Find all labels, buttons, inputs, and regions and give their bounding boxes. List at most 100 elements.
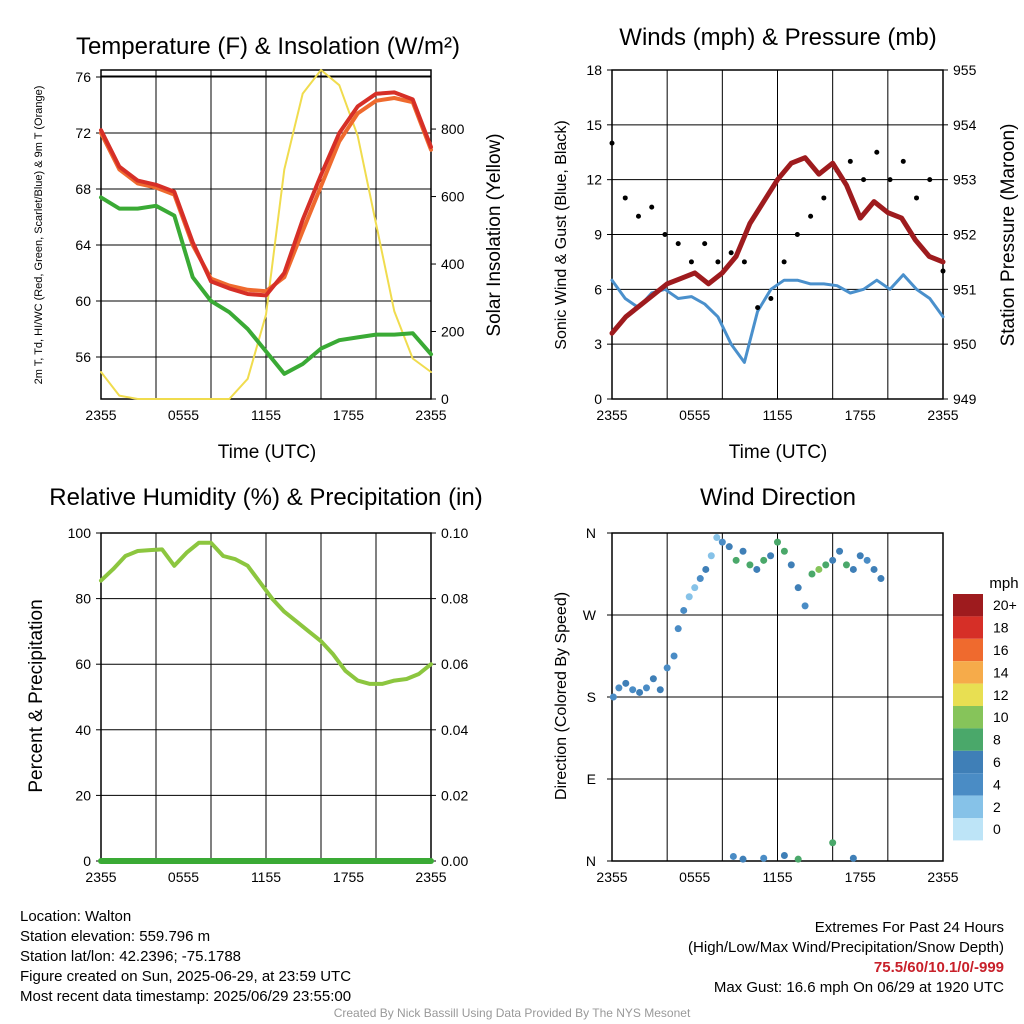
humidity-y2tick-label: 0.04 — [441, 722, 468, 738]
direction-point — [696, 575, 704, 583]
elevation-text: Station elevation: 559.796 m — [20, 928, 211, 945]
humidity-ytick-label: 20 — [75, 787, 91, 803]
humidity-panel: 2355 0555 1155 1755 23550204060801000.000.02… — [68, 525, 469, 885]
direction-ytick-label: S — [587, 689, 596, 705]
winds-ytick-label: 6 — [594, 281, 602, 297]
temperature-ytick-label: 72 — [75, 125, 91, 141]
direction-point — [609, 693, 617, 701]
direction-point — [787, 561, 795, 569]
direction-ytick-label: N — [586, 525, 596, 541]
station-info: Location: Walton Station elevation: 559.… — [20, 907, 351, 1007]
location-text: Location: Walton — [20, 908, 132, 925]
winds-xtick-label: 2355 — [596, 407, 627, 423]
legend-label: 2 — [993, 799, 1001, 815]
direction-point — [685, 593, 693, 601]
speed-legend: 20+ 18 16 14 12 10 8 6 4 2 0 — [953, 594, 1017, 841]
temperature-panel-title: Temperature (F) & Insolation (W/m²) — [76, 33, 460, 60]
direction-point — [739, 855, 747, 863]
gust-point — [887, 177, 893, 183]
temperature-ytick-label: 56 — [75, 349, 91, 365]
pressure-line — [609, 155, 946, 336]
gust-point — [688, 259, 694, 265]
temperature-xtick-label: 0555 — [168, 407, 199, 423]
humidity-ytick-label: 100 — [68, 525, 92, 541]
temperature-xtick-label: 1155 — [251, 407, 281, 423]
direction-point — [842, 561, 850, 569]
direction-point — [815, 565, 823, 573]
winds-xtick-label: 1755 — [845, 407, 876, 423]
winds-xtick-label: 0555 — [679, 407, 710, 423]
temperature-y2tick-label: 0 — [441, 391, 449, 407]
direction-point — [746, 561, 754, 569]
temperature-y2tick-label: 800 — [441, 121, 465, 137]
gust-point — [675, 241, 681, 247]
direction-point — [863, 556, 871, 564]
legend-swatch — [953, 661, 983, 684]
temp-9m-line — [99, 96, 433, 294]
winds-ylabel-left: Sonic Wind & Gust (Blue, Black) — [553, 120, 570, 349]
temperature-ylabel-left: 2m T, Td, HI/WC (Red, Green, Scarlet/Blu… — [33, 86, 45, 385]
gust-point — [781, 259, 787, 265]
temperature-ytick-label: 76 — [75, 69, 91, 85]
extremes-values: 75.5/60/10.1/0/-999 — [873, 959, 1004, 976]
dewpoint-line — [99, 195, 433, 376]
direction-point — [702, 565, 710, 573]
direction-point — [801, 602, 809, 610]
direction-point — [629, 686, 637, 694]
humidity-xtick-label: 1755 — [333, 869, 364, 885]
direction-xtick-label: 2355 — [927, 869, 958, 885]
direction-xtick-label: 0555 — [679, 869, 710, 885]
direction-point — [774, 538, 781, 546]
extremes-info: Extremes For Past 24 Hours (High/Low/Max… — [688, 918, 1004, 998]
legend-label: 0 — [993, 821, 1001, 837]
winds-xlabel: Time (UTC) — [729, 442, 828, 463]
direction-ytick-label: N — [586, 853, 596, 869]
direction-point — [729, 852, 737, 860]
humidity-y2tick-label: 0.02 — [441, 787, 468, 803]
temp-2m-line — [99, 90, 433, 298]
gust-point — [609, 140, 615, 146]
direction-point — [780, 547, 788, 555]
direction-point — [794, 855, 802, 863]
created-text: Figure created on Sun, 2025-06-29, at 23… — [20, 968, 352, 985]
direction-point — [663, 664, 671, 672]
humidity-ylabel: Percent & Precipitation — [26, 599, 47, 792]
direction-point — [739, 547, 747, 555]
humidity-y2tick-label: 0.06 — [441, 656, 468, 672]
humidity-ytick-label: 0 — [83, 853, 91, 869]
direction-ylabel: Direction (Colored By Speed) — [553, 592, 570, 800]
extremes-subtitle: (High/Low/Max Wind/Precipitation/Snow De… — [688, 939, 1004, 956]
legend-label: 20+ — [993, 597, 1017, 613]
gust-point — [821, 195, 827, 201]
temperature-ytick-label: 60 — [75, 293, 91, 309]
direction-point — [707, 552, 715, 560]
winds-ytick-label: 12 — [586, 172, 602, 188]
legend-swatch — [953, 795, 983, 818]
winds-ytick-label: 3 — [594, 336, 602, 352]
winds-ytick-label: 0 — [594, 391, 602, 407]
temperature-ylabel-right: Solar Insolation (Yellow) — [484, 133, 505, 336]
gust-point — [635, 213, 641, 219]
gust-point — [927, 177, 933, 183]
legend-label: 18 — [993, 620, 1009, 636]
temperature-panel: 2355 0555 1155 1755 2355 56 60 64 68 72 76 0 200 400 6… — [75, 69, 464, 423]
direction-point — [680, 606, 688, 614]
gust-point — [874, 149, 880, 155]
temperature-y2tick-label: 200 — [441, 324, 465, 340]
direction-point — [836, 547, 844, 555]
direction-xtick-label: 2355 — [596, 869, 627, 885]
temperature-xtick-label: 2355 — [85, 407, 116, 423]
humidity-xtick-label: 2355 — [415, 869, 446, 885]
direction-point — [870, 565, 878, 573]
legend-title: mph — [989, 575, 1018, 592]
legend-label: 4 — [993, 776, 1001, 792]
humidity-ytick-label: 40 — [75, 722, 91, 738]
direction-ytick-label: E — [587, 771, 596, 787]
humidity-ytick-label: 80 — [75, 591, 91, 607]
humidity-y2tick-label: 0.00 — [441, 853, 468, 869]
temperature-ytick-label: 64 — [75, 237, 91, 253]
legend-swatch — [953, 638, 983, 662]
gust-point — [861, 177, 867, 183]
direction-point — [718, 538, 726, 546]
